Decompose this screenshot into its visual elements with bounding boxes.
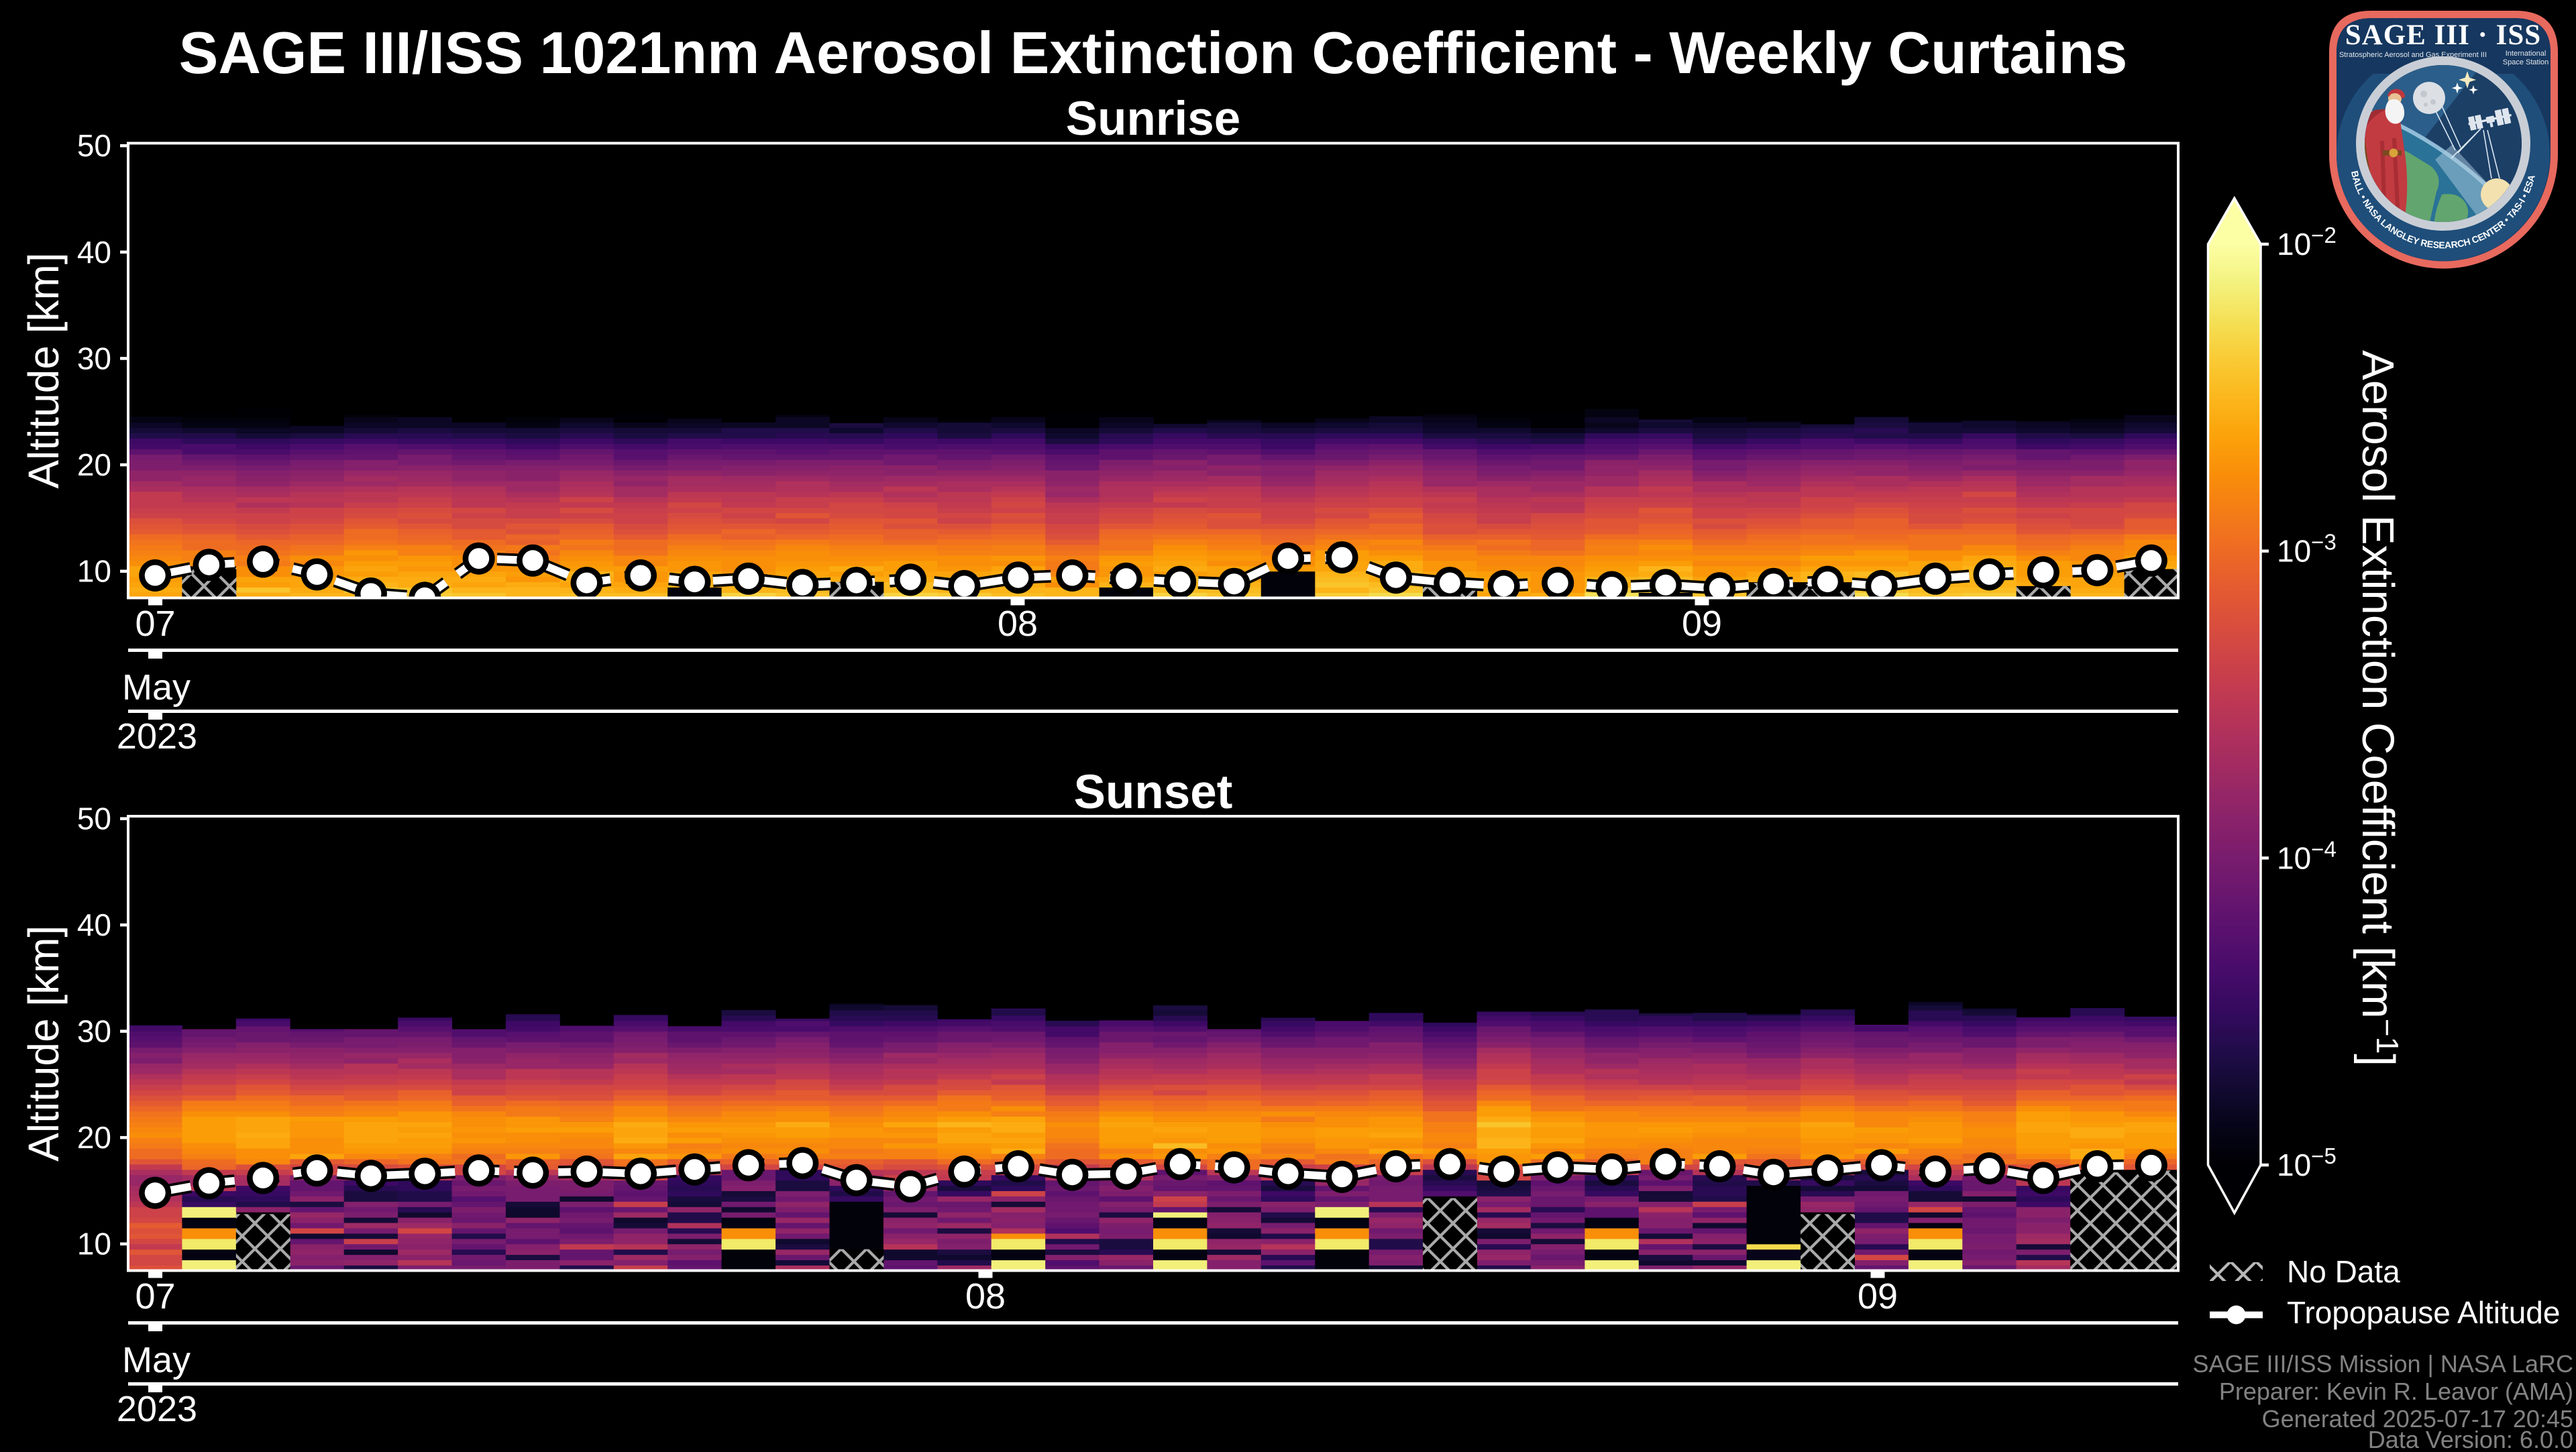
svg-text:40: 40 bbox=[77, 235, 111, 270]
svg-text:07: 07 bbox=[135, 1276, 175, 1317]
svg-text:50: 50 bbox=[77, 801, 111, 836]
svg-text:Sunrise: Sunrise bbox=[1066, 93, 1240, 146]
svg-text:Space Station: Space Station bbox=[2503, 58, 2549, 66]
svg-text:2023: 2023 bbox=[117, 1389, 197, 1429]
svg-text:30: 30 bbox=[77, 341, 111, 376]
svg-text:07: 07 bbox=[135, 604, 175, 644]
svg-text:10: 10 bbox=[77, 554, 111, 589]
svg-text:2023: 2023 bbox=[117, 716, 197, 757]
svg-text:May: May bbox=[122, 667, 191, 708]
svg-text:30: 30 bbox=[77, 1014, 111, 1049]
svg-text:Altitude [km]: Altitude [km] bbox=[19, 252, 68, 488]
svg-text:08: 08 bbox=[965, 1276, 1006, 1317]
svg-text:10−2: 10−2 bbox=[2277, 223, 2337, 262]
svg-text:09: 09 bbox=[1682, 604, 1722, 644]
svg-text:Preparer: Kevin R. Leavor (AMA: Preparer: Kevin R. Leavor (AMA) bbox=[2219, 1378, 2573, 1405]
svg-text:No Data: No Data bbox=[2287, 1254, 2400, 1289]
svg-text:40: 40 bbox=[77, 907, 111, 942]
svg-text:SAGE III/ISS Mission | NASA La: SAGE III/ISS Mission | NASA LaRC bbox=[2192, 1350, 2573, 1378]
svg-text:Aerosol Extinction Coefficient: Aerosol Extinction Coefficient [km−1] bbox=[2353, 350, 2405, 1066]
svg-text:SAGE III/ISS 1021nm Aerosol Ex: SAGE III/ISS 1021nm Aerosol Extinction C… bbox=[179, 19, 2128, 86]
svg-text:SAGE III · ISS: SAGE III · ISS bbox=[2345, 19, 2541, 51]
svg-text:Data Version: 6.0.0: Data Version: 6.0.0 bbox=[2368, 1426, 2573, 1449]
svg-text:International: International bbox=[2506, 50, 2546, 58]
svg-text:10−4: 10−4 bbox=[2277, 836, 2337, 875]
svg-text:20: 20 bbox=[77, 447, 111, 482]
svg-text:08: 08 bbox=[998, 604, 1038, 644]
svg-text:20: 20 bbox=[77, 1120, 111, 1155]
svg-text:10: 10 bbox=[77, 1227, 111, 1262]
svg-text:09: 09 bbox=[1858, 1276, 1898, 1317]
svg-text:Generated 2025-07-17 20:45: Generated 2025-07-17 20:45 bbox=[2262, 1405, 2573, 1433]
svg-text:Altitude [km]: Altitude [km] bbox=[19, 926, 68, 1162]
svg-text:50: 50 bbox=[77, 128, 111, 163]
svg-text:Tropopause Altitude: Tropopause Altitude bbox=[2287, 1295, 2560, 1330]
svg-text:Sunset: Sunset bbox=[1074, 766, 1233, 819]
svg-text:Stratospheric Aerosol and Gas: Stratospheric Aerosol and Gas Experiment… bbox=[2339, 51, 2487, 59]
svg-text:May: May bbox=[122, 1340, 191, 1380]
